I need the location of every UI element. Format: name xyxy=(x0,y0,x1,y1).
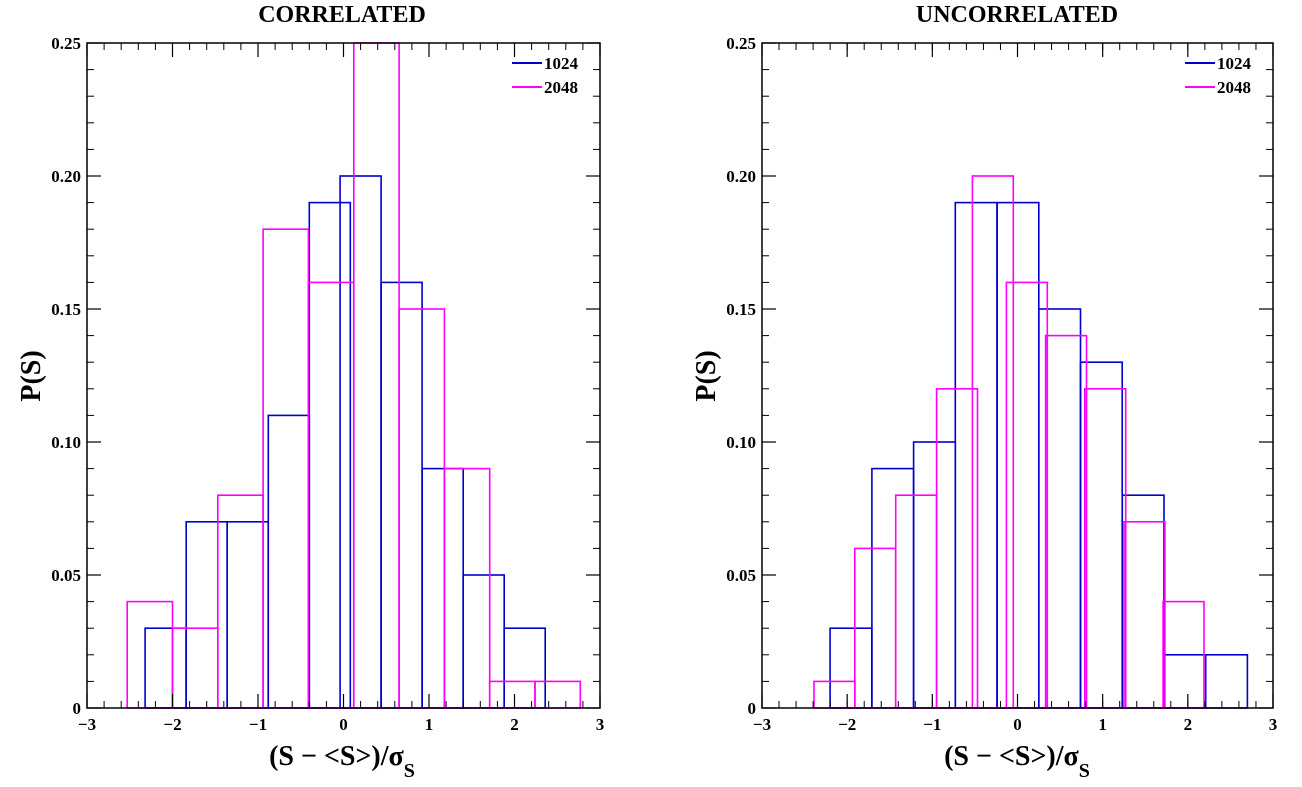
x-tick-label: 0 xyxy=(339,715,348,734)
chart-title: UNCORRELATED xyxy=(916,2,1118,28)
panel-uncorrelated: UNCORRELATED −3 −2 −1 0 1 2 3 0 0.05 0.10 0.15 0.20… xyxy=(691,2,1277,782)
x-tick-label: −2 xyxy=(163,715,181,734)
bar-1024-6 xyxy=(380,281,423,709)
bar-1024-4 xyxy=(996,201,1040,709)
legend-label-1024: 1024 xyxy=(544,54,579,73)
x-tick-label: −1 xyxy=(923,715,941,734)
plot-frame xyxy=(86,42,601,709)
y-tick-label: 0.10 xyxy=(726,433,756,452)
panel-correlated: CORRELATED −3 −2 −1 0 1 2 3 0 0.05 0.10 0.15 0.20 0.… xyxy=(16,2,604,782)
bar-2048-2 xyxy=(894,494,938,709)
bar-1024-5 xyxy=(339,175,382,709)
chart-title: CORRELATED xyxy=(258,2,426,28)
tick-layer: −3 −2 −1 0 1 2 3 0 0.05 0.10 0.15 0.20 0.25 xyxy=(51,34,604,734)
bar-1024-8 xyxy=(462,574,506,709)
bar-1024-2 xyxy=(912,441,957,709)
bar-2048-4 xyxy=(307,281,355,709)
y-tick-label: 0.15 xyxy=(726,300,756,319)
bars-layer xyxy=(126,42,582,709)
x-tick-label: 2 xyxy=(1184,715,1193,734)
bar-1024-4 xyxy=(308,201,352,709)
bar-1024-0 xyxy=(829,627,873,709)
bar-2048-0 xyxy=(126,600,174,709)
legend-label-1024: 1024 xyxy=(1217,54,1252,73)
legend-label-2048: 2048 xyxy=(1217,78,1251,97)
y-tick-label: 0.20 xyxy=(51,167,81,186)
x-axis-label: (S − <S>)/σS xyxy=(944,741,1090,782)
bar-1024-9 xyxy=(1204,653,1249,709)
bar-1024-8 xyxy=(1163,653,1207,709)
y-tick-label: 0.20 xyxy=(726,167,756,186)
bar-1024-3 xyxy=(267,414,311,709)
plot-frame xyxy=(761,42,1274,709)
legend: 1024 2048 xyxy=(512,54,579,97)
y-axis-label: P(S) xyxy=(16,350,47,401)
bar-1024-7 xyxy=(421,467,465,709)
x-axis-label-main: (S − <S>)/σ xyxy=(269,741,404,772)
x-axis-label-subscript: S xyxy=(1079,760,1090,782)
bars-layer xyxy=(813,175,1249,709)
bar-2048-3 xyxy=(262,228,310,709)
y-tick-label: 0.10 xyxy=(51,433,81,452)
y-axis-label: P(S) xyxy=(691,350,722,401)
x-tick-label: −3 xyxy=(78,715,96,734)
x-tick-label: −1 xyxy=(249,715,267,734)
bar-2048-0 xyxy=(813,680,856,709)
bar-2048-9 xyxy=(534,680,582,709)
x-axis-label: (S − <S>)/σS xyxy=(269,741,415,782)
bar-2048-8 xyxy=(1123,520,1166,709)
bar-1024-2 xyxy=(226,520,269,709)
x-tick-label: −2 xyxy=(838,715,856,734)
bar-2048-7 xyxy=(1084,387,1127,709)
legend: 1024 2048 xyxy=(1185,54,1252,97)
bar-1024-1 xyxy=(871,467,915,709)
tick-layer: −3 −2 −1 0 1 2 3 0 0.05 0.10 0.15 0.20 0.25 xyxy=(726,34,1277,734)
bar-1024-7 xyxy=(1121,494,1165,709)
x-tick-label: 2 xyxy=(510,715,519,734)
y-tick-label: 0.15 xyxy=(51,300,81,319)
bar-1024-9 xyxy=(503,627,547,709)
bar-1024-1 xyxy=(185,520,228,709)
bar-1024-0 xyxy=(144,627,187,709)
bar-2048-8 xyxy=(488,680,536,709)
bar-2048-3 xyxy=(935,387,979,709)
x-tick-label: 1 xyxy=(425,715,434,734)
x-tick-label: −3 xyxy=(753,715,771,734)
x-tick-label: 0 xyxy=(1013,715,1022,734)
x-tick-label: 3 xyxy=(1269,715,1278,734)
y-tick-label: 0.05 xyxy=(726,566,756,585)
y-tick-label: 0.25 xyxy=(51,34,81,53)
x-axis-label-main: (S − <S>)/σ xyxy=(944,741,1079,772)
bar-2048-1 xyxy=(171,627,219,709)
x-axis-label-subscript: S xyxy=(404,760,415,782)
legend-label-2048: 2048 xyxy=(544,78,578,97)
bar-2048-7 xyxy=(443,467,491,709)
y-tick-label: 0 xyxy=(73,699,82,718)
bar-2048-5 xyxy=(352,42,400,709)
bar-1024-3 xyxy=(954,201,998,709)
y-tick-label: 0.25 xyxy=(726,34,756,53)
y-tick-label: 0 xyxy=(748,699,757,718)
x-tick-label: 1 xyxy=(1098,715,1107,734)
bar-2048-2 xyxy=(217,494,264,709)
y-tick-label: 0.05 xyxy=(51,566,81,585)
x-tick-label: 3 xyxy=(596,715,605,734)
